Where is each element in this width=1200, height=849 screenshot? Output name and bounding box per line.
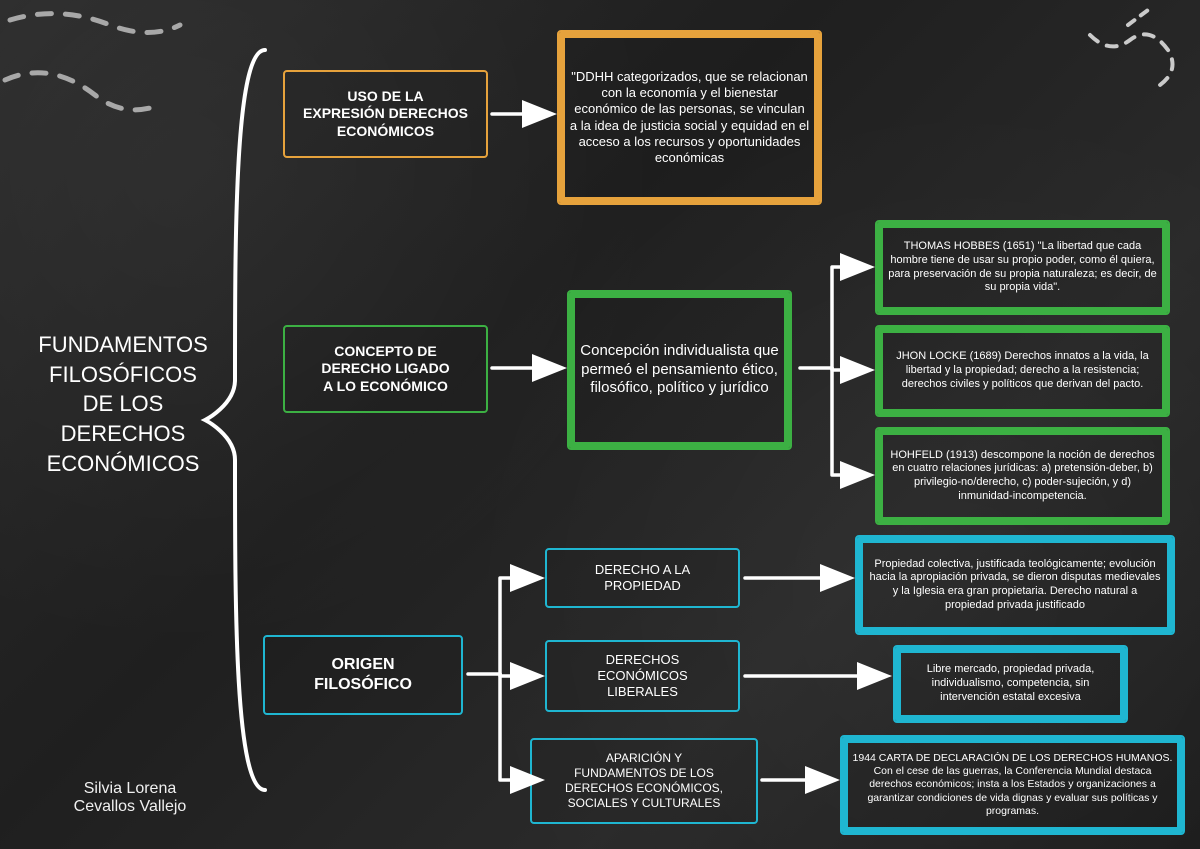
text: Propiedad colectiva, justificada teológi… xyxy=(867,558,1163,613)
box-der-propiedad-label: DERECHO A LA PROPIEDAD xyxy=(545,548,740,608)
text: CONCEPTO DE DERECHO LIGADO A LO ECONÓMIC… xyxy=(321,343,449,396)
text: 1944 CARTA DE DECLARACIÓN DE LOS DERECHO… xyxy=(852,752,1173,818)
text: APARICIÓN Y FUNDAMENTOS DE LOS DERECHOS … xyxy=(565,751,723,811)
text: HOHFELD (1913) descompone la noción de d… xyxy=(887,449,1158,504)
main-title: FUNDAMENTOS FILOSÓFICOS DE LOS DERECHOS … xyxy=(18,330,228,478)
text: "DDHH categorizados, que se relacionan c… xyxy=(569,69,810,167)
author-credit: Silvia Lorena Cevallos Vallejo xyxy=(30,780,230,816)
text: ORIGEN FILOSÓFICO xyxy=(314,655,412,695)
box-der-liberales-label: DERECHOS ECONÓMICOS LIBERALES xyxy=(545,640,740,712)
box-origen-label: ORIGEN FILOSÓFICO xyxy=(263,635,463,715)
box-locke: JHON LOCKE (1689) Derechos innatos a la … xyxy=(875,325,1170,417)
text: DERECHO A LA PROPIEDAD xyxy=(595,562,690,595)
box-concepto-label: CONCEPTO DE DERECHO LIGADO A LO ECONÓMIC… xyxy=(283,325,488,413)
box-propiedad-body: Propiedad colectiva, justificada teológi… xyxy=(855,535,1175,635)
box-aparicion-body: 1944 CARTA DE DECLARACIÓN DE LOS DERECHO… xyxy=(840,735,1185,835)
text: DERECHOS ECONÓMICOS LIBERALES xyxy=(597,652,687,701)
box-uso-body: "DDHH categorizados, que se relacionan c… xyxy=(557,30,822,205)
box-hohfeld: HOHFELD (1913) descompone la noción de d… xyxy=(875,427,1170,525)
box-concepto-body: Concepción individualista que permeó el … xyxy=(567,290,792,450)
box-uso-label: USO DE LA EXPRESIÓN DERECHOS ECONÓMICOS xyxy=(283,70,488,158)
text: THOMAS HOBBES (1651) "La libertad que ca… xyxy=(887,240,1158,295)
text: USO DE LA EXPRESIÓN DERECHOS ECONÓMICOS xyxy=(303,88,468,141)
box-aparicion-label: APARICIÓN Y FUNDAMENTOS DE LOS DERECHOS … xyxy=(530,738,758,824)
text: JHON LOCKE (1689) Derechos innatos a la … xyxy=(887,350,1158,391)
box-liberales-body: Libre mercado, propiedad privada, indivi… xyxy=(893,645,1128,723)
box-hobbes: THOMAS HOBBES (1651) "La libertad que ca… xyxy=(875,220,1170,315)
text: Libre mercado, propiedad privada, indivi… xyxy=(905,663,1116,704)
text: Concepción individualista que permeó el … xyxy=(579,342,780,398)
diagram-stage: FUNDAMENTOS FILOSÓFICOS DE LOS DERECHOS … xyxy=(0,0,1200,849)
